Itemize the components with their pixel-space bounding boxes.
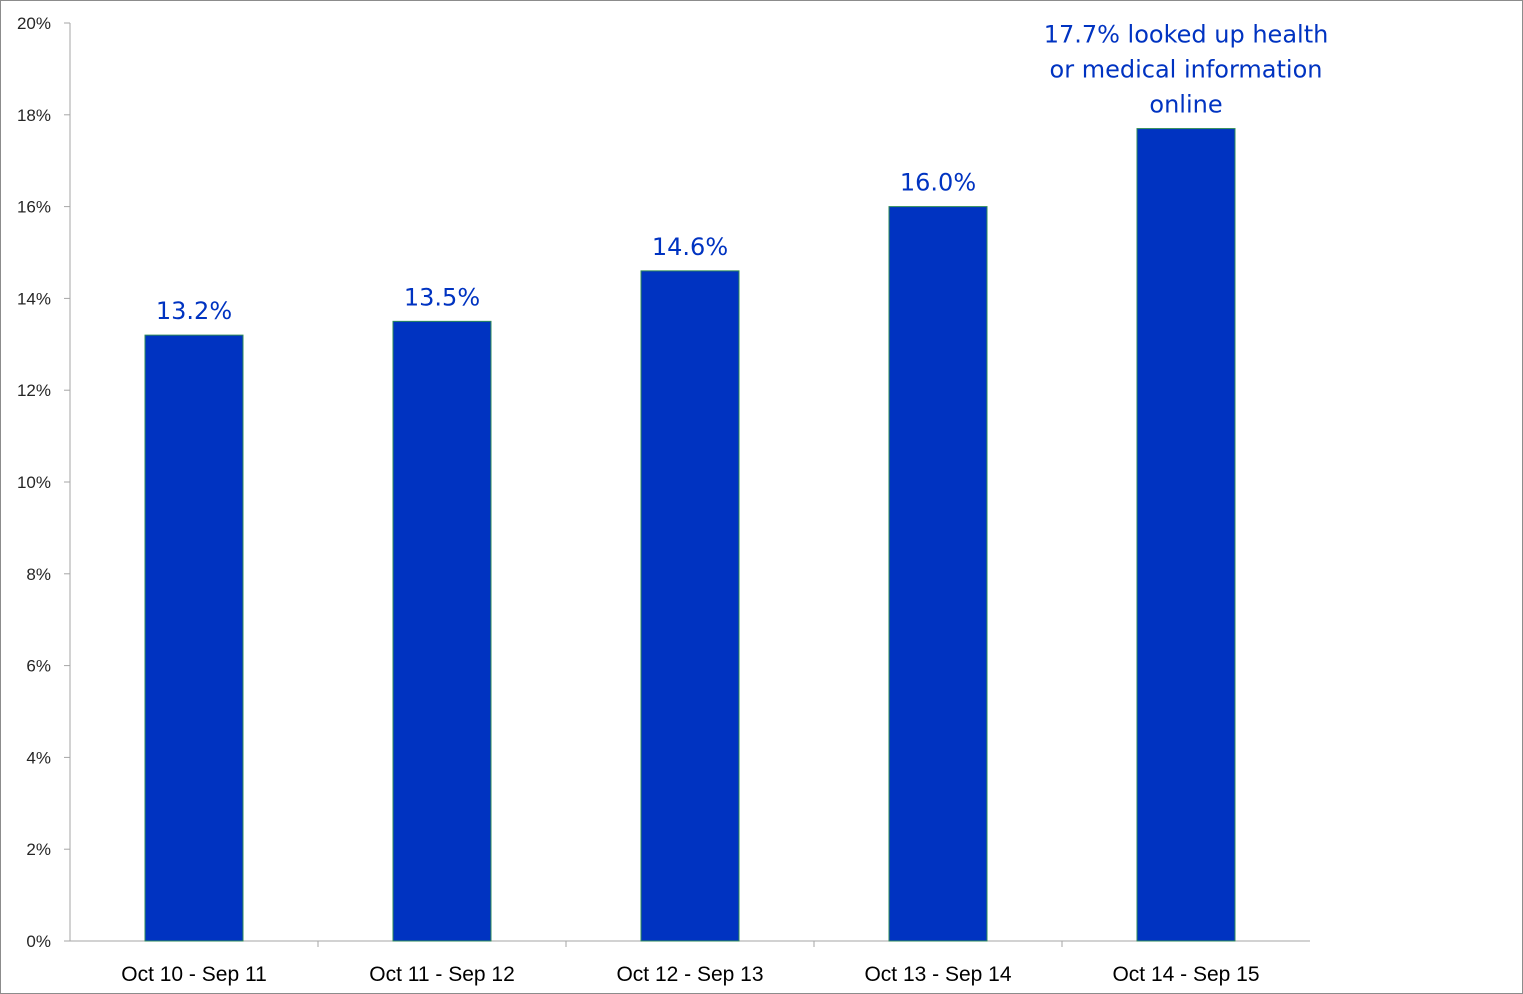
data-label: 16.0% <box>900 169 976 197</box>
bar-2 <box>392 320 492 942</box>
y-tick-label: 14% <box>17 289 51 308</box>
data-label: online <box>1149 91 1222 119</box>
y-tick-label: 8% <box>26 565 51 584</box>
y-tick-label: 10% <box>17 473 51 492</box>
bar-4 <box>888 206 988 942</box>
data-label: 13.5% <box>404 283 480 311</box>
x-tick-label: Oct 12 - Sep 13 <box>616 963 763 986</box>
y-tick-label: 18% <box>17 106 51 125</box>
x-tick-label: Oct 10 - Sep 11 <box>121 963 267 986</box>
x-tick-label: Oct 14 - Sep 15 <box>1112 963 1259 986</box>
bar-3 <box>640 270 740 942</box>
y-tick-label: 16% <box>17 198 51 217</box>
y-tick-label: 12% <box>17 381 51 400</box>
y-tick-label: 4% <box>26 748 51 767</box>
y-tick-label: 20% <box>17 14 51 33</box>
y-tick-label: 2% <box>26 840 51 859</box>
data-label: 14.6% <box>652 233 728 261</box>
data-label: 13.2% <box>156 297 232 325</box>
data-label: 17.7% looked up health <box>1044 21 1329 49</box>
x-tick-label: Oct 11 - Sep 12 <box>369 963 515 986</box>
bar-5 <box>1136 128 1236 942</box>
data-label: or medical information <box>1050 56 1323 84</box>
y-tick-label: 0% <box>26 932 51 951</box>
y-tick-label: 6% <box>26 657 51 676</box>
x-tick-label: Oct 13 - Sep 14 <box>864 963 1011 986</box>
bar-1 <box>144 334 244 942</box>
